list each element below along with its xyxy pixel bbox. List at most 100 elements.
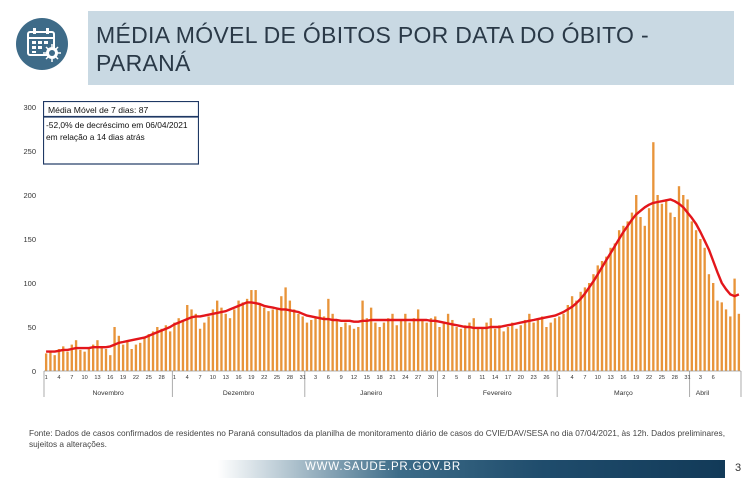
moving-average-line: [46, 198, 740, 353]
bar: [404, 313, 407, 371]
bar: [532, 322, 535, 371]
x-tick-label: 22: [261, 375, 267, 381]
month-label: Dezembro: [223, 390, 255, 397]
bar: [536, 318, 540, 371]
bar: [190, 309, 193, 371]
bar: [357, 327, 360, 371]
bar: [737, 313, 741, 371]
bar: [434, 316, 437, 371]
bar: [720, 302, 723, 371]
x-tick-label: 7: [70, 375, 73, 381]
bar: [224, 313, 227, 371]
bar: [652, 142, 655, 371]
bar: [472, 318, 475, 371]
bar: [549, 322, 552, 371]
bar: [570, 296, 574, 371]
footer-url[interactable]: WWW.SAUDE.PR.GOV.BR: [305, 461, 461, 473]
bar: [79, 349, 82, 371]
x-tick-label: 2: [442, 375, 445, 381]
bar: [254, 290, 257, 371]
bar: [523, 319, 527, 371]
bar: [378, 327, 381, 371]
bar: [545, 327, 548, 371]
x-tick-label: 1: [558, 375, 561, 381]
bar: [421, 319, 424, 371]
bar: [134, 344, 138, 371]
bar: [177, 318, 180, 371]
source-note: Fonte: Dados de casos confirmados de res…: [29, 428, 725, 449]
bar: [228, 318, 232, 371]
bar: [451, 319, 454, 371]
bar: [194, 313, 197, 371]
bar: [340, 327, 343, 371]
bar: [647, 208, 651, 371]
bar: [459, 328, 463, 371]
bar: [583, 287, 587, 371]
bar: [455, 327, 458, 371]
x-tick-label: 25: [274, 375, 280, 381]
bar: [438, 327, 441, 371]
bar: [365, 318, 369, 371]
bar: [310, 319, 313, 371]
bar: [348, 325, 351, 371]
bar: [164, 325, 168, 371]
bar: [446, 313, 450, 371]
calendar-virus-icon: [16, 18, 68, 70]
y-tick-label: 0: [32, 367, 36, 376]
month-label: Janeiro: [360, 390, 383, 397]
bar: [682, 195, 685, 371]
bar: [220, 307, 223, 371]
bar: [425, 322, 428, 371]
y-tick-label: 100: [23, 279, 36, 288]
bar: [729, 316, 732, 371]
x-tick-label: 12: [351, 375, 357, 381]
bar: [280, 296, 283, 371]
x-tick-label: 10: [82, 375, 88, 381]
bar: [686, 199, 689, 371]
x-tick-label: 19: [120, 375, 126, 381]
x-tick-label: 16: [235, 375, 241, 381]
bar: [241, 302, 245, 371]
bar: [558, 316, 561, 371]
bar: [352, 328, 356, 371]
bar: [267, 311, 270, 371]
x-tick-label: 14: [492, 375, 498, 381]
bar: [74, 340, 78, 371]
x-tick-label: 15: [364, 375, 370, 381]
bar: [622, 225, 625, 371]
bar: [493, 328, 497, 371]
bar: [387, 318, 390, 371]
bar: [374, 322, 377, 371]
bar: [318, 309, 321, 371]
bar: [126, 340, 129, 371]
bar: [44, 353, 48, 371]
bar: [511, 322, 514, 371]
x-tick-label: 4: [57, 375, 60, 381]
bar: [151, 331, 155, 371]
x-tick-label: 3: [699, 375, 702, 381]
y-tick-label: 50: [28, 323, 36, 332]
bar: [331, 313, 334, 371]
x-tick-label: 16: [620, 375, 626, 381]
bar: [579, 291, 582, 371]
bar: [626, 221, 629, 371]
x-tick-label: 1: [173, 375, 176, 381]
moving-average-polyline: [46, 198, 740, 353]
bar: [498, 325, 501, 371]
bar: [104, 349, 108, 371]
x-tick-label: 30: [428, 375, 434, 381]
bar: [322, 316, 326, 371]
bar: [117, 335, 121, 371]
bar: [83, 351, 86, 371]
bar: [596, 265, 599, 371]
x-tick-label: 31: [684, 375, 690, 381]
bar: [635, 195, 638, 371]
month-labels: Novembro Dezembro Janeiro Fevereiro Março Abr…: [43, 371, 742, 397]
bar: [506, 327, 510, 371]
bar: [528, 313, 531, 371]
title-banner: MÉDIA MÓVEL DE ÓBITOS POR DATA DO ÓBITO …: [88, 11, 734, 85]
x-tick-label: 13: [94, 375, 100, 381]
bar: [57, 349, 61, 371]
bar: [305, 322, 309, 371]
bar: [613, 243, 617, 371]
